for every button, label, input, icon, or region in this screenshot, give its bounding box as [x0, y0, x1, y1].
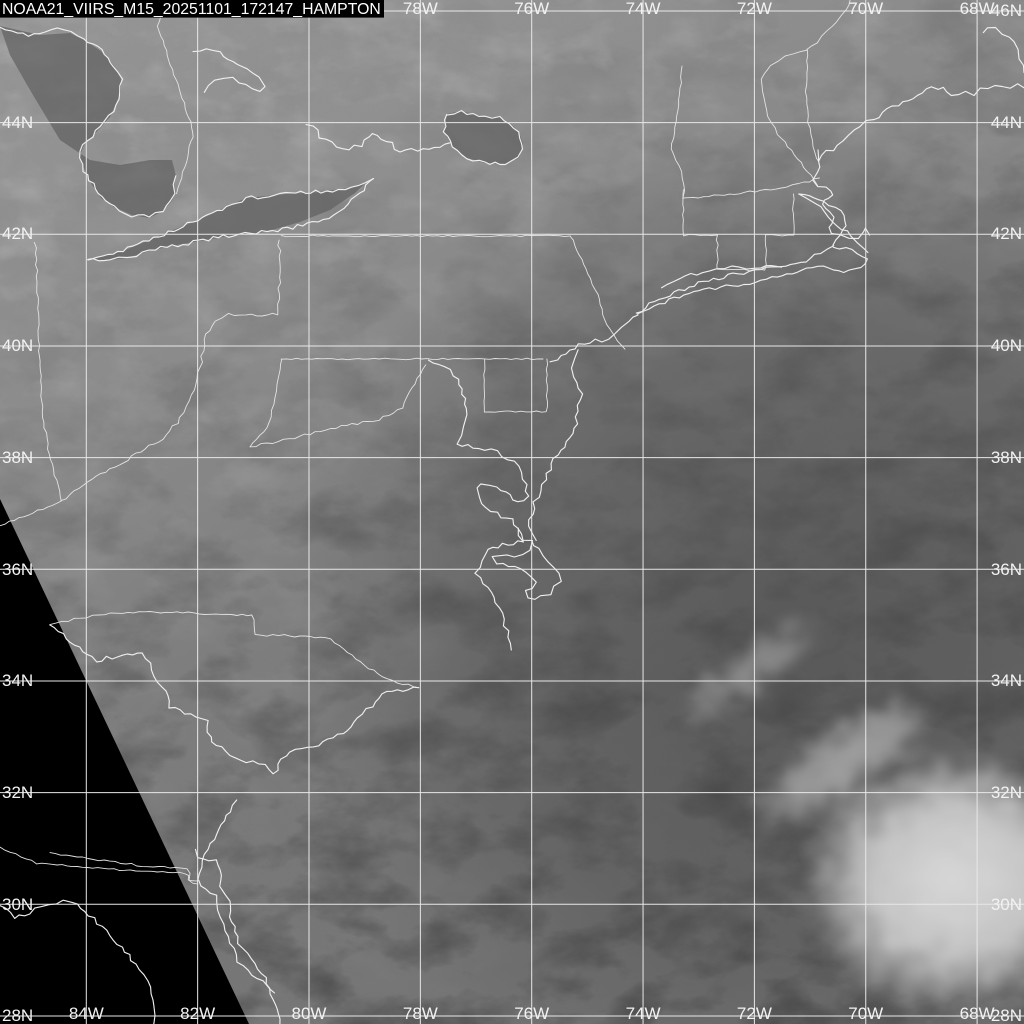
svg-text:28N: 28N [991, 1006, 1022, 1024]
svg-text:32N: 32N [991, 783, 1022, 802]
svg-text:28N: 28N [2, 1006, 33, 1024]
svg-text:80W: 80W [292, 1004, 327, 1023]
svg-text:32N: 32N [2, 783, 33, 802]
svg-text:42N: 42N [991, 224, 1022, 243]
svg-text:76W: 76W [514, 0, 549, 18]
svg-text:44N: 44N [2, 113, 33, 132]
svg-text:34N: 34N [991, 671, 1022, 690]
svg-text:68W: 68W [960, 1004, 995, 1023]
svg-text:30N: 30N [991, 895, 1022, 914]
svg-text:84W: 84W [69, 1004, 104, 1023]
svg-text:72W: 72W [737, 0, 772, 18]
svg-text:40N: 40N [2, 336, 33, 355]
svg-text:46N: 46N [991, 1, 1022, 20]
svg-text:40N: 40N [991, 336, 1022, 355]
svg-text:38N: 38N [2, 448, 33, 467]
svg-text:78W: 78W [403, 0, 438, 18]
svg-text:38N: 38N [991, 448, 1022, 467]
svg-text:36N: 36N [2, 560, 33, 579]
svg-text:68W: 68W [960, 0, 995, 18]
svg-text:72W: 72W [737, 1004, 772, 1023]
svg-text:82W: 82W [180, 1004, 215, 1023]
svg-text:36N: 36N [991, 560, 1022, 579]
svg-text:NOAA21_VIIRS_M15_20251101_1721: NOAA21_VIIRS_M15_20251101_172147_HAMPTON [2, 1, 381, 18]
svg-text:30N: 30N [2, 895, 33, 914]
svg-text:34N: 34N [2, 671, 33, 690]
svg-text:44N: 44N [991, 113, 1022, 132]
svg-text:70W: 70W [848, 1004, 883, 1023]
svg-text:74W: 74W [626, 1004, 661, 1023]
svg-text:76W: 76W [514, 1004, 549, 1023]
svg-text:74W: 74W [626, 0, 661, 18]
svg-text:78W: 78W [403, 1004, 438, 1023]
svg-text:42N: 42N [2, 224, 33, 243]
svg-text:70W: 70W [848, 0, 883, 18]
